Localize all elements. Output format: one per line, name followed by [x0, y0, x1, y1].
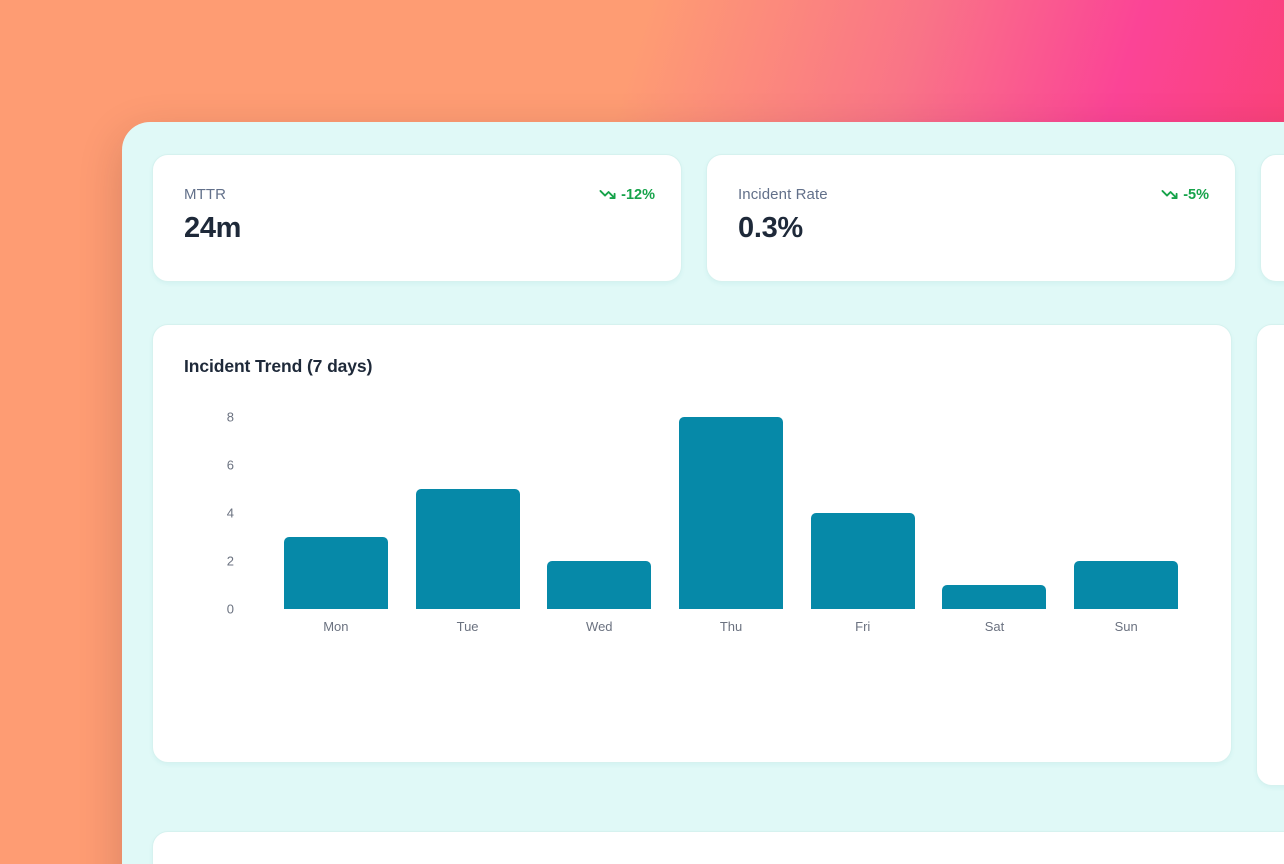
bar-chart: 8 6 4 2 0 Mon Tue Wed Thu Fri Sat Sun: [184, 410, 1231, 634]
stat-value: 0.3%: [738, 212, 803, 244]
chart-category-tue: Tue: [402, 417, 534, 634]
x-tick-label: Sun: [1114, 619, 1138, 634]
x-tick-label: Tue: [456, 619, 479, 634]
chart-y-axis: 8 6 4 2 0: [184, 410, 234, 617]
active-incidents-card: Active Incidents: [152, 831, 1284, 864]
trending-down-icon: [599, 190, 616, 199]
stat-card-partial: [1260, 154, 1284, 282]
trending-down-icon: [1161, 190, 1178, 199]
bar-tue: [415, 489, 520, 609]
trend-value: -12%: [621, 186, 655, 203]
chart-category-wed: Wed: [533, 417, 665, 634]
bar-sun: [1074, 561, 1179, 609]
chart-category-sat: Sat: [929, 417, 1061, 634]
chart-row: Incident Trend (7 days) 8 6 4 2 0 Mon Tue Wed T…: [152, 324, 1284, 786]
chart-plot: Mon Tue Wed Thu Fri Sat Sun: [270, 417, 1192, 634]
bar-wed: [547, 561, 652, 609]
stat-card-header: Incident Rate -5%: [738, 186, 1209, 203]
stat-card-header: MTTR -12%: [184, 186, 655, 203]
y-tick-label: 8: [226, 409, 234, 425]
stats-row: MTTR -12% 24m Incident Rate: [152, 154, 1284, 282]
dashboard-panel: MTTR -12% 24m Incident Rate: [122, 122, 1284, 864]
y-tick-label: 0: [226, 601, 234, 617]
x-tick-label: Thu: [719, 619, 743, 634]
chart-category-thu: Thu: [665, 417, 797, 634]
x-tick-label: Wed: [586, 619, 613, 634]
incident-trend-card: Incident Trend (7 days) 8 6 4 2 0 Mon Tue Wed T…: [152, 324, 1232, 763]
x-tick-label: Mon: [323, 619, 349, 634]
stat-card-mttr: MTTR -12% 24m: [152, 154, 682, 282]
trend-value: -5%: [1183, 186, 1209, 203]
y-tick-label: 6: [226, 457, 234, 473]
stat-card-incident-rate: Incident Rate -5% 0.3%: [706, 154, 1236, 282]
side-card-partial: [1256, 324, 1284, 786]
chart-category-mon: Mon: [270, 417, 402, 634]
x-tick-label: Sat: [984, 619, 1005, 634]
bottom-row: Active Incidents: [152, 831, 1284, 864]
y-tick-label: 2: [226, 553, 234, 569]
trend-badge: -5%: [1161, 186, 1209, 203]
bar-sat: [942, 585, 1047, 609]
trend-badge: -12%: [599, 186, 655, 203]
bar-mon: [283, 537, 388, 609]
bar-fri: [810, 513, 915, 609]
chart-category-sun: Sun: [1060, 417, 1192, 634]
stat-label: MTTR: [184, 186, 227, 203]
bar-thu: [679, 417, 784, 609]
stat-value: 24m: [184, 212, 242, 244]
chart-category-fri: Fri: [797, 417, 929, 634]
y-tick-label: 4: [226, 505, 234, 521]
stat-label: Incident Rate: [738, 186, 828, 203]
chart-title: Incident Trend (7 days): [184, 356, 373, 376]
x-tick-label: Fri: [855, 619, 871, 634]
